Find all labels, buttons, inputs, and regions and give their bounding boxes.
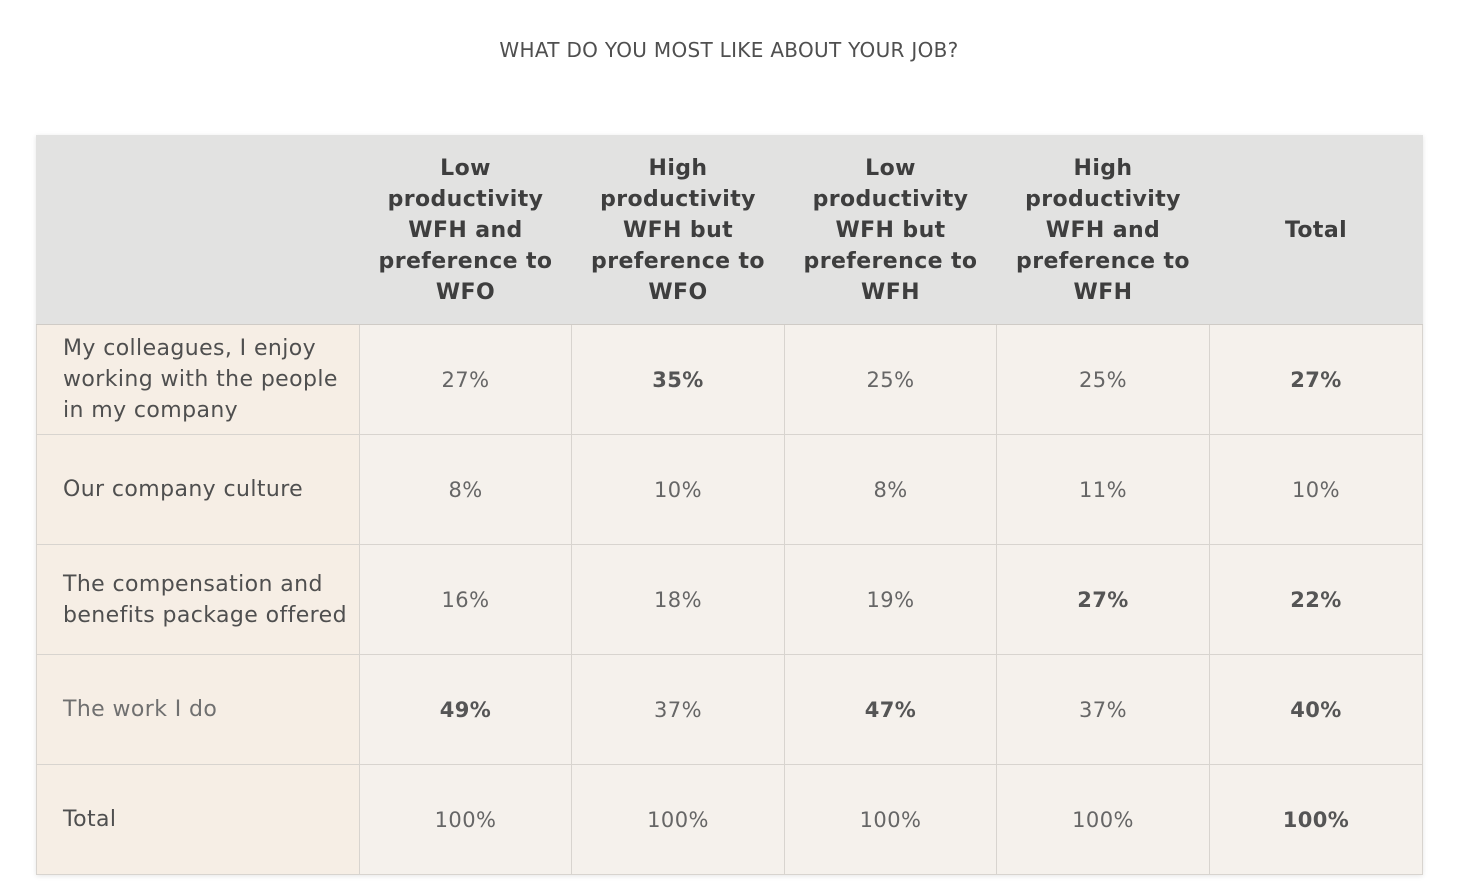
table-cell: 8%	[784, 434, 997, 545]
table-cell: 100%	[996, 764, 1210, 875]
table-cell: 49%	[359, 654, 572, 765]
table-cell: 100%	[784, 764, 997, 875]
table-cell: 16%	[359, 544, 572, 655]
table-row: The work I do 49% 37% 47% 37% 40%	[36, 654, 1423, 765]
table-cell: 37%	[996, 654, 1210, 765]
table-cell: 10%	[1209, 434, 1423, 545]
column-header: High productivity WFH and preference to …	[996, 135, 1210, 325]
table-row: My colleagues, I enjoy working with the …	[36, 324, 1423, 435]
table-cell: 11%	[996, 434, 1210, 545]
chart-title: WHAT DO YOU MOST LIKE ABOUT YOUR JOB?	[499, 38, 959, 62]
column-header: High productivity WFH but preference to …	[571, 135, 785, 325]
column-header-label: Low productivity WFH but preference to W…	[803, 155, 978, 305]
table-cell: 37%	[571, 654, 785, 765]
row-label: My colleagues, I enjoy working with the …	[36, 324, 360, 435]
column-header-label: Low productivity WFH and preference to W…	[378, 155, 553, 305]
table-cell: 25%	[996, 324, 1210, 435]
table-cell: 27%	[1209, 324, 1423, 435]
header-corner	[36, 135, 360, 325]
table-cell: 19%	[784, 544, 997, 655]
table-row: The compensation and benefits package of…	[36, 544, 1423, 655]
table-row: Total 100% 100% 100% 100% 100%	[36, 764, 1423, 875]
column-header: Low productivity WFH but preference to W…	[784, 135, 997, 325]
row-label: The work I do	[36, 654, 360, 765]
table-cell: 47%	[784, 654, 997, 765]
table-cell: 10%	[571, 434, 785, 545]
column-header-label: Total	[1284, 217, 1348, 243]
table-cell: 27%	[359, 324, 572, 435]
row-label: The compensation and benefits package of…	[36, 544, 360, 655]
table-cell: 18%	[571, 544, 785, 655]
table-cell: 40%	[1209, 654, 1423, 765]
table-row: Our company culture 8% 10% 8% 11% 10%	[36, 434, 1423, 545]
row-label: Total	[36, 764, 360, 875]
table-cell: 35%	[571, 324, 785, 435]
column-header-label: High productivity WFH and preference to …	[1016, 155, 1190, 305]
results-table: Low productivity WFH and preference to W…	[36, 135, 1423, 875]
row-label: Our company culture	[36, 434, 360, 545]
header-row: Low productivity WFH and preference to W…	[36, 135, 1423, 325]
column-header: Total	[1209, 135, 1423, 325]
table-cell: 25%	[784, 324, 997, 435]
column-header: Low productivity WFH and preference to W…	[359, 135, 572, 325]
table-cell: 22%	[1209, 544, 1423, 655]
column-header-label: High productivity WFH but preference to …	[591, 155, 765, 305]
table-cell: 8%	[359, 434, 572, 545]
table-cell: 100%	[571, 764, 785, 875]
table-cell: 100%	[359, 764, 572, 875]
table-cell: 100%	[1209, 764, 1423, 875]
table-cell: 27%	[996, 544, 1210, 655]
